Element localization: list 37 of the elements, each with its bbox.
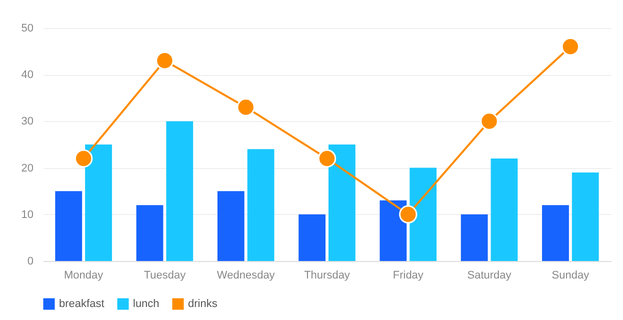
point	[480, 112, 498, 130]
legend-label: lunch	[133, 298, 160, 310]
y-tick-label: 10	[21, 208, 34, 221]
point	[74, 149, 93, 168]
bar	[460, 214, 488, 261]
x-tick-label: Monday	[64, 270, 104, 282]
bar	[85, 144, 112, 261]
y-tick-label: 30	[21, 116, 34, 128]
bar	[410, 168, 437, 261]
bar	[328, 144, 356, 261]
y-tick-label: 20	[21, 162, 34, 174]
bar	[380, 200, 407, 261]
y-tick-label: 50	[21, 22, 34, 34]
bar	[166, 121, 194, 261]
point	[318, 149, 336, 168]
y-tick-label: 0	[27, 256, 34, 268]
x-tick-label: Tuesday	[144, 270, 186, 282]
point	[156, 52, 174, 70]
bar	[542, 205, 569, 261]
point	[236, 98, 255, 116]
legend-label: drinks	[188, 298, 218, 310]
x-tick-label: Sunday	[552, 270, 590, 282]
bar	[217, 191, 244, 261]
bar	[572, 172, 599, 261]
x-tick-label: Thursday	[304, 270, 350, 282]
bar	[247, 149, 274, 261]
x-tick-label: Wednesday	[216, 270, 276, 282]
x-tick-label: Friday	[392, 270, 424, 282]
bar	[136, 205, 164, 261]
bar	[298, 214, 326, 261]
legend-label: breakfast	[59, 298, 104, 310]
point	[399, 205, 418, 224]
bar	[55, 191, 82, 261]
y-tick-label: 40	[21, 69, 34, 82]
point	[561, 38, 580, 56]
bar	[490, 158, 518, 261]
x-tick-label: Saturday	[467, 270, 512, 282]
